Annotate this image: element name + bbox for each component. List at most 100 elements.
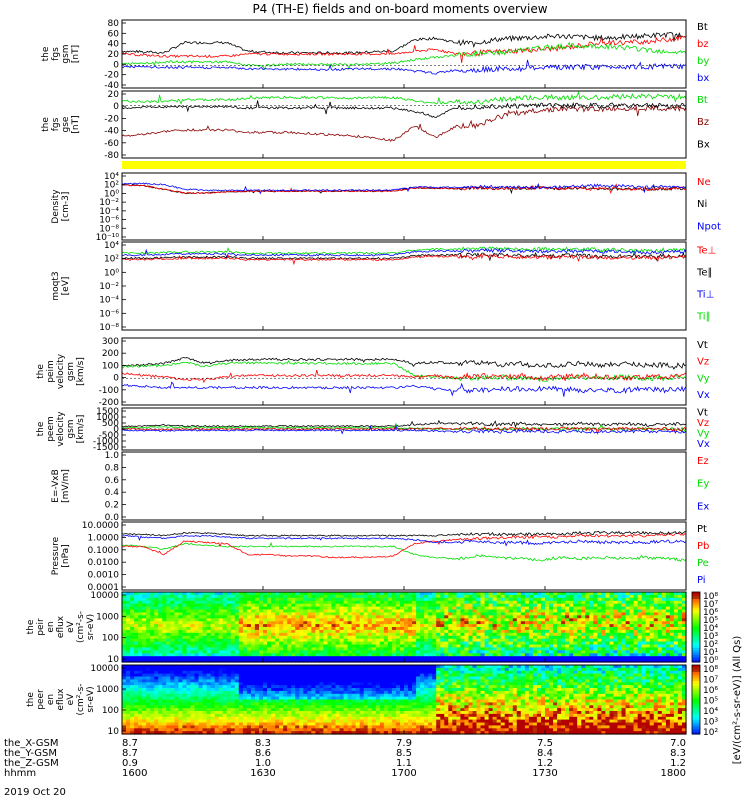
heatmap-cell	[577, 612, 582, 616]
heatmap-cell	[287, 690, 292, 695]
heatmap-cell	[126, 629, 131, 634]
heatmap-cell	[283, 728, 288, 732]
heatmap-cell	[569, 641, 574, 646]
heatmap-cell	[524, 592, 530, 596]
heatmap-cell	[379, 647, 385, 651]
heatmap-cell	[182, 673, 187, 678]
heatmap-cell	[383, 615, 389, 619]
heatmap-cell	[637, 621, 643, 625]
heatmap-cell	[299, 627, 304, 631]
heatmap-cell	[617, 597, 623, 602]
heatmap-cell	[464, 650, 469, 654]
heatmap-cell	[242, 653, 248, 657]
heatmap-cell	[367, 600, 373, 605]
heatmap-cell	[307, 653, 312, 657]
heatmap-cell	[395, 653, 401, 657]
heatmap-cell	[625, 615, 631, 619]
heatmap-cell	[605, 656, 610, 660]
heatmap-cell	[311, 632, 316, 637]
heatmap-cell	[335, 713, 341, 718]
y-tick-label: -40	[104, 127, 119, 137]
heatmap-cell	[323, 635, 328, 640]
heatmap-cell	[400, 603, 405, 608]
heatmap-cell	[222, 665, 228, 669]
heatmap-cell	[295, 693, 300, 698]
heatmap-cell	[335, 632, 341, 637]
heatmap-cell	[460, 650, 465, 654]
heatmap-cell	[279, 705, 284, 709]
heatmap-cell	[307, 641, 312, 646]
heatmap-cell	[295, 656, 300, 660]
heatmap-cell	[134, 676, 139, 680]
heatmap-cell	[408, 609, 413, 613]
heatmap-cell	[174, 647, 179, 651]
heatmap-cell	[484, 656, 490, 660]
heatmap-cell	[323, 638, 328, 643]
colorbar-step	[692, 657, 700, 661]
heatmap-cell	[605, 615, 610, 619]
heatmap-cell	[138, 609, 143, 613]
heatmap-cell	[569, 609, 574, 613]
heatmap-cell	[323, 609, 328, 613]
heatmap-cell	[279, 676, 284, 680]
heatmap-cell	[230, 670, 236, 675]
heatmap-cell	[573, 650, 578, 654]
heatmap-cell	[677, 609, 683, 613]
heatmap-cell	[597, 624, 602, 628]
heatmap-cell	[283, 682, 288, 686]
heatmap-cell	[182, 615, 187, 619]
heatmap-cell	[126, 688, 131, 692]
heatmap-cell	[210, 667, 216, 672]
heatmap-cell	[259, 685, 264, 689]
heatmap-cell	[395, 629, 401, 634]
heatmap-cell	[452, 621, 457, 625]
heatmap-cell	[267, 667, 272, 672]
heatmap-cell	[174, 713, 179, 718]
heatmap-cell	[242, 713, 248, 718]
heatmap-cell	[275, 624, 280, 628]
heatmap-cell	[589, 615, 594, 619]
heatmap-cell	[142, 667, 147, 672]
heatmap-cell	[134, 594, 139, 599]
heatmap-cell	[424, 624, 429, 628]
heatmap-cell	[428, 594, 433, 599]
heatmap-cell	[126, 650, 131, 654]
heatmap-cell	[593, 659, 598, 663]
heatmap-cell	[263, 679, 268, 683]
heatmap-cell	[303, 659, 308, 663]
heatmap-cell	[214, 597, 220, 602]
heatmap-cell	[589, 641, 594, 646]
heatmap-cell	[267, 638, 272, 643]
heatmap-cell	[661, 594, 667, 599]
heatmap-cell	[335, 653, 341, 657]
heatmap-cell	[170, 713, 175, 718]
heatmap-cell	[541, 627, 546, 631]
heatmap-cell	[230, 693, 236, 698]
heatmap-cell	[190, 650, 196, 654]
heatmap-cell	[303, 627, 308, 631]
legend-entry: Ey	[697, 479, 709, 490]
heatmap-cell	[283, 606, 288, 611]
heatmap-cell	[158, 725, 163, 729]
heatmap-cell	[657, 618, 663, 622]
heatmap-cell	[279, 635, 284, 640]
heatmap-cell	[561, 594, 566, 599]
heatmap-cell	[174, 618, 179, 622]
heatmap-cell	[593, 647, 598, 651]
heatmap-cell	[142, 711, 147, 715]
heatmap-cell	[629, 644, 635, 648]
heatmap-cell	[440, 647, 445, 651]
heatmap-cell	[202, 592, 208, 596]
y-tick-label: 200	[102, 349, 119, 359]
heatmap-cell	[315, 676, 320, 680]
heatmap-cell	[460, 629, 465, 634]
heatmap-cell	[311, 600, 316, 605]
heatmap-cell	[126, 690, 131, 695]
heatmap-cell	[226, 606, 232, 611]
heatmap-cell	[375, 597, 381, 602]
heatmap-cell	[222, 618, 228, 622]
heatmap-cell	[226, 594, 232, 599]
heatmap-cell	[379, 627, 385, 631]
heatmap-cell	[387, 650, 393, 654]
heatmap-cell	[359, 600, 365, 605]
